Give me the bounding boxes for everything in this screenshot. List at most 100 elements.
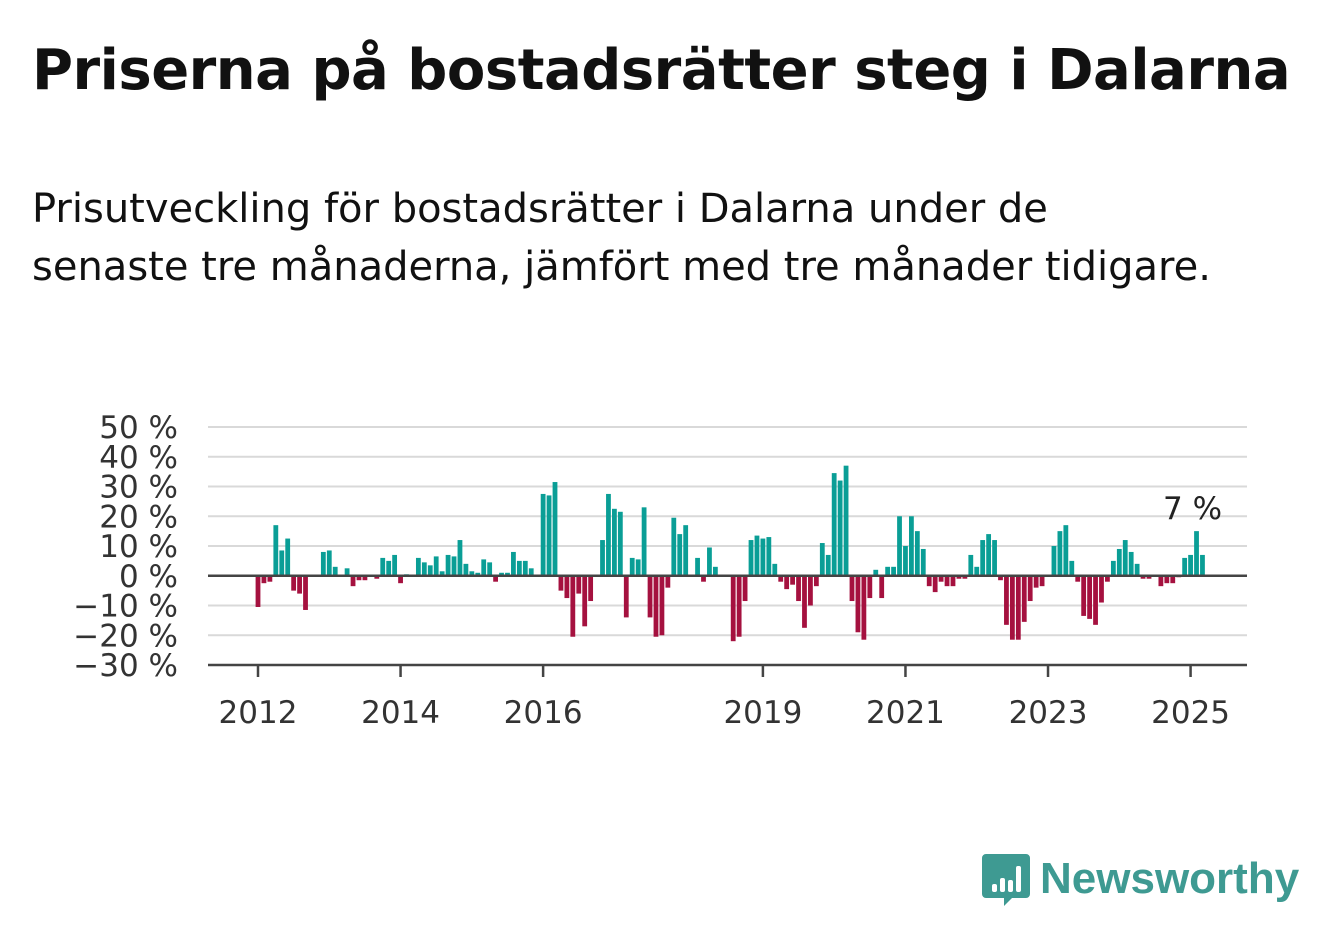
bar <box>1188 554 1193 576</box>
bar <box>885 566 891 576</box>
bar <box>831 473 837 576</box>
bar <box>617 511 623 576</box>
bar <box>653 575 659 637</box>
bar <box>1057 531 1063 576</box>
bar <box>1200 554 1205 576</box>
bar <box>326 550 332 576</box>
bar <box>528 568 534 576</box>
bar <box>819 543 825 576</box>
bar <box>920 548 926 576</box>
bar <box>635 559 641 576</box>
x-axis-labels: 2012 2014 2016 2019 2021 2023 2025 <box>219 695 1230 731</box>
bar <box>505 572 510 576</box>
bar <box>974 566 980 576</box>
bar <box>493 575 498 582</box>
bar <box>962 575 968 579</box>
bar <box>736 575 742 637</box>
bar <box>1194 531 1199 576</box>
bar <box>570 575 576 637</box>
bar <box>742 575 748 602</box>
bar <box>469 571 475 576</box>
bar <box>772 563 778 576</box>
bar <box>980 540 986 576</box>
bar <box>1069 560 1075 576</box>
bar <box>374 575 380 579</box>
bar <box>606 493 611 576</box>
axes <box>208 574 1247 677</box>
bar <box>546 495 552 576</box>
y-tick-label: 30 % <box>99 470 178 506</box>
bar <box>796 575 801 602</box>
x-tick-label: 2025 <box>1151 695 1230 731</box>
bar <box>1063 525 1069 576</box>
bars <box>255 465 1205 642</box>
bar <box>1105 575 1110 582</box>
bar <box>671 517 677 576</box>
bar <box>647 575 653 618</box>
bar <box>1033 575 1039 588</box>
bar <box>297 575 302 594</box>
bar <box>938 575 944 582</box>
bar <box>1128 551 1134 576</box>
bar <box>552 482 558 576</box>
bar <box>499 572 504 576</box>
chart-subtitle: Prisutveckling för bostadsrätter i Dalar… <box>32 186 1211 290</box>
bar <box>1164 575 1170 584</box>
bar <box>683 525 689 576</box>
y-tick-label: −10 % <box>73 589 178 625</box>
bar <box>665 575 671 588</box>
bar <box>362 575 368 581</box>
bar <box>427 565 433 576</box>
bar <box>540 493 546 576</box>
logo-text: Newsworthy <box>1040 854 1300 903</box>
bar <box>1051 546 1057 576</box>
y-tick-label: 50 % <box>99 410 178 446</box>
bar <box>1081 575 1087 616</box>
bar <box>1015 575 1021 640</box>
bar <box>897 516 902 576</box>
bar <box>867 575 873 599</box>
bar <box>1027 575 1033 602</box>
bar <box>463 563 469 576</box>
y-tick-label: −20 % <box>73 618 178 654</box>
y-tick-label: 20 % <box>99 499 178 535</box>
bar <box>825 554 831 576</box>
bar <box>873 569 879 576</box>
bar <box>914 531 920 576</box>
bar <box>950 575 956 587</box>
bar <box>784 575 790 590</box>
bar <box>1170 575 1176 584</box>
y-axis-labels: 50 %40 %30 %20 %10 %0 %−10 %−20 %−30 % <box>73 410 178 684</box>
bar <box>1021 575 1027 622</box>
bar <box>641 507 647 576</box>
bar <box>1087 575 1092 619</box>
bar <box>932 575 938 593</box>
bar <box>1122 540 1128 576</box>
bar <box>451 556 457 576</box>
chart-title: Priserna på bostadsrätter steg i Dalarna <box>32 38 1291 103</box>
bar <box>968 554 974 576</box>
bar <box>802 575 807 628</box>
bar <box>754 535 760 576</box>
bar <box>944 575 950 587</box>
bar <box>600 540 605 576</box>
bar <box>1158 575 1164 587</box>
bar <box>730 575 736 642</box>
bar <box>320 551 326 576</box>
bar <box>439 571 445 576</box>
x-tick-label: 2016 <box>504 695 583 731</box>
bar <box>909 516 914 576</box>
bar <box>481 559 487 576</box>
bar <box>1004 575 1009 625</box>
last-value-label: 7 % <box>1163 491 1222 527</box>
bar <box>1075 575 1081 582</box>
bar <box>392 554 398 576</box>
bar <box>766 537 772 576</box>
bar <box>576 575 582 594</box>
bar <box>879 575 885 599</box>
bar <box>813 575 819 587</box>
bar <box>582 575 588 627</box>
bar <box>701 575 706 582</box>
bar-chart-pin-icon <box>982 854 1030 906</box>
bar <box>677 534 683 576</box>
